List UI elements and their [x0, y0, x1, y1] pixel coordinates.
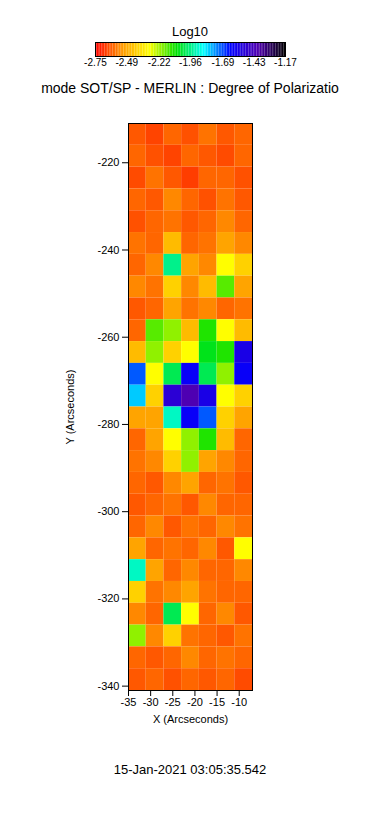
- svg-text:-220: -220: [97, 156, 119, 168]
- svg-text:-2.75: -2.75: [84, 57, 107, 68]
- svg-text:-1.69: -1.69: [212, 57, 235, 68]
- svg-text:-30: -30: [143, 696, 159, 708]
- svg-text:-2.22: -2.22: [148, 57, 171, 68]
- svg-text:-2.49: -2.49: [115, 57, 138, 68]
- svg-text:Y (Arcseconds): Y (Arcseconds): [64, 370, 76, 445]
- svg-text:-15: -15: [209, 696, 225, 708]
- svg-text:-35: -35: [121, 696, 137, 708]
- html-text:15-Jan-2021 03:05:35.542: 15-Jan-2021 03:05:35.542: [113, 762, 267, 777]
- svg-text:-10: -10: [231, 696, 247, 708]
- svg-text:-260: -260: [97, 331, 119, 343]
- svg-text:-280: -280: [97, 418, 119, 430]
- svg-text:-1.17: -1.17: [274, 57, 297, 68]
- svg-text:-1.96: -1.96: [179, 57, 202, 68]
- svg-text:-300: -300: [97, 505, 119, 517]
- svg-text:X (Arcseconds): X (Arcseconds): [153, 713, 228, 725]
- svg-text:-340: -340: [97, 680, 119, 692]
- svg-text:-240: -240: [97, 244, 119, 256]
- svg-text:-1.43: -1.43: [243, 57, 266, 68]
- svg-text:-25: -25: [165, 696, 181, 708]
- svg-text:-320: -320: [97, 592, 119, 604]
- html-text:mode SOT/SP - MERLIN : Degree: mode SOT/SP - MERLIN : Degree of Polariz…: [41, 80, 339, 96]
- html-text:Log10: Log10: [171, 24, 209, 39]
- svg-text:-20: -20: [187, 696, 203, 708]
